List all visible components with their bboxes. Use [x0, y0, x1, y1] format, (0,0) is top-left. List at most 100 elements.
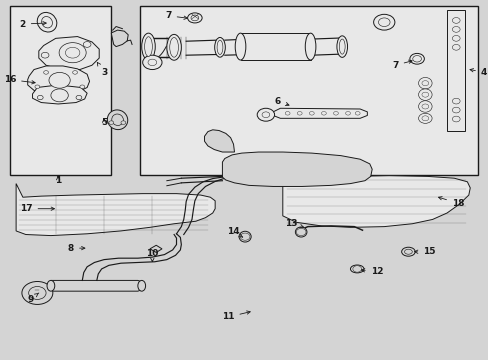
Polygon shape — [222, 152, 371, 186]
Ellipse shape — [144, 37, 152, 57]
Text: 16: 16 — [3, 75, 35, 84]
Ellipse shape — [235, 33, 245, 60]
Circle shape — [297, 112, 302, 115]
Text: 12: 12 — [361, 267, 383, 276]
Ellipse shape — [217, 40, 223, 54]
Circle shape — [49, 72, 70, 88]
Ellipse shape — [418, 89, 431, 100]
Text: 3: 3 — [97, 62, 107, 77]
Ellipse shape — [404, 249, 411, 254]
Circle shape — [421, 104, 428, 109]
Circle shape — [333, 112, 338, 115]
Text: 6: 6 — [274, 96, 288, 105]
Circle shape — [41, 52, 49, 58]
Text: 13: 13 — [285, 219, 303, 228]
Circle shape — [121, 121, 125, 125]
Ellipse shape — [409, 53, 424, 64]
Circle shape — [296, 228, 305, 235]
Circle shape — [345, 112, 350, 115]
Text: 18: 18 — [438, 197, 464, 208]
Circle shape — [35, 85, 40, 89]
Circle shape — [80, 85, 84, 89]
Polygon shape — [39, 37, 99, 69]
Ellipse shape — [401, 247, 414, 256]
Bar — [240, 33, 310, 60]
Ellipse shape — [138, 280, 145, 291]
Circle shape — [451, 36, 459, 41]
Circle shape — [262, 112, 269, 118]
Polygon shape — [446, 10, 465, 131]
Ellipse shape — [350, 265, 363, 273]
Polygon shape — [282, 176, 469, 227]
Text: 14: 14 — [227, 228, 242, 237]
Ellipse shape — [295, 227, 306, 237]
Ellipse shape — [142, 33, 155, 60]
Ellipse shape — [305, 33, 315, 60]
Circle shape — [421, 92, 428, 97]
Circle shape — [451, 98, 459, 104]
Polygon shape — [16, 184, 215, 235]
Circle shape — [355, 112, 359, 115]
Circle shape — [109, 121, 114, 125]
Circle shape — [43, 71, 48, 74]
Ellipse shape — [37, 12, 57, 32]
Text: 9: 9 — [27, 293, 39, 303]
Circle shape — [451, 116, 459, 122]
Circle shape — [148, 59, 156, 66]
Bar — [10, 6, 111, 175]
Polygon shape — [51, 280, 145, 291]
Text: 15: 15 — [414, 247, 434, 256]
Polygon shape — [273, 108, 366, 118]
Polygon shape — [33, 85, 87, 104]
Polygon shape — [111, 30, 128, 46]
Ellipse shape — [166, 35, 181, 60]
Circle shape — [59, 42, 86, 63]
Text: 17: 17 — [20, 204, 54, 213]
Text: 11: 11 — [222, 311, 250, 321]
Ellipse shape — [418, 101, 431, 112]
Circle shape — [191, 15, 198, 21]
Text: 4: 4 — [469, 68, 486, 77]
Ellipse shape — [336, 36, 347, 57]
Circle shape — [352, 266, 361, 272]
Circle shape — [65, 47, 80, 58]
Polygon shape — [204, 130, 234, 152]
Circle shape — [309, 112, 314, 115]
Text: 8: 8 — [68, 244, 85, 253]
Polygon shape — [28, 66, 89, 95]
Text: 1: 1 — [55, 176, 61, 185]
Ellipse shape — [418, 77, 431, 89]
Circle shape — [142, 55, 162, 69]
Ellipse shape — [112, 114, 123, 126]
Circle shape — [240, 233, 249, 240]
Ellipse shape — [169, 37, 178, 57]
Text: 5: 5 — [101, 118, 107, 127]
Circle shape — [412, 55, 421, 62]
Text: 7: 7 — [391, 60, 411, 70]
Circle shape — [76, 95, 81, 100]
Circle shape — [29, 287, 46, 300]
Circle shape — [257, 108, 274, 121]
Circle shape — [451, 107, 459, 113]
Circle shape — [51, 89, 68, 102]
Circle shape — [37, 95, 43, 100]
Circle shape — [22, 282, 53, 305]
Ellipse shape — [339, 39, 345, 54]
Text: 2: 2 — [20, 19, 46, 28]
Circle shape — [321, 112, 325, 115]
Polygon shape — [150, 245, 162, 252]
Circle shape — [421, 81, 428, 86]
Ellipse shape — [418, 113, 431, 123]
Text: 7: 7 — [165, 11, 187, 20]
Ellipse shape — [47, 280, 55, 291]
Bar — [140, 6, 477, 175]
Ellipse shape — [107, 110, 127, 130]
Ellipse shape — [41, 17, 52, 28]
Circle shape — [451, 18, 459, 23]
Ellipse shape — [239, 231, 251, 242]
Circle shape — [73, 71, 77, 74]
Ellipse shape — [214, 37, 225, 57]
Circle shape — [378, 18, 389, 27]
Circle shape — [83, 41, 91, 47]
Circle shape — [451, 44, 459, 50]
